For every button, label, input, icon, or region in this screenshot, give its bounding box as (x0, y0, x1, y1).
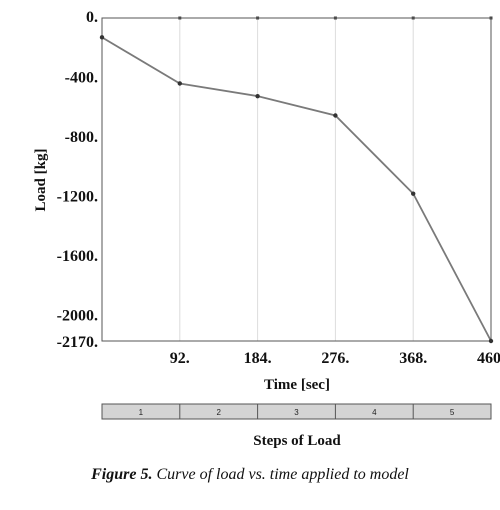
x-axis-ticks: 92. 184. 276. 368. 460. (170, 350, 500, 367)
data-point (99, 35, 105, 40)
step-label: 1 (139, 408, 144, 417)
grid (178, 16, 493, 341)
steps-of-load-bar: 1 2 3 4 5 (101, 403, 492, 420)
data-point (177, 81, 182, 86)
x-tick-label: 92. (170, 350, 190, 367)
y-axis-ticks: 0. -400. -800. -1200. -1600. -2000. -2170. (57, 9, 98, 351)
y-tick-label: 0. (86, 9, 98, 26)
x-tick-label: 460. (477, 350, 500, 367)
figure-caption: Figure 5. Curve of load vs. time applied… (0, 466, 500, 484)
plot-area (101, 17, 492, 342)
x-axis-title: Time [sec] (264, 377, 330, 393)
data-point (488, 338, 494, 344)
load-time-chart: 0. -400. -800. -1200. -1600. -2000. -2170. 92.… (33, 9, 500, 449)
x-tick-label: 276. (321, 350, 349, 367)
series-line (101, 36, 492, 342)
y-tick-label: -1600. (57, 248, 98, 265)
step-label: 5 (450, 408, 455, 417)
x-tick-label: 184. (244, 350, 272, 367)
data-point (255, 93, 260, 99)
step-label: 3 (294, 408, 299, 417)
y-axis-title: Load [kg] (33, 149, 49, 212)
steps-bar-frame (101, 403, 492, 420)
step-label: 2 (216, 408, 221, 417)
y-tick-label: -2170. (57, 334, 98, 351)
figure-caption-text: Curve of load vs. time applied to model (152, 466, 409, 483)
x-tick-label: 368. (399, 350, 427, 367)
steps-of-load-title: Steps of Load (253, 433, 341, 449)
y-tick-label: -400. (65, 70, 98, 87)
series-line-layer (99, 35, 494, 344)
data-point (411, 191, 416, 196)
y-tick-label: -1200. (57, 189, 98, 206)
y-tick-label: -800. (65, 129, 98, 146)
y-tick-label: -2000. (57, 308, 98, 325)
figure-label: Figure 5. (91, 466, 153, 483)
data-point (333, 113, 338, 118)
step-label: 4 (372, 408, 377, 417)
